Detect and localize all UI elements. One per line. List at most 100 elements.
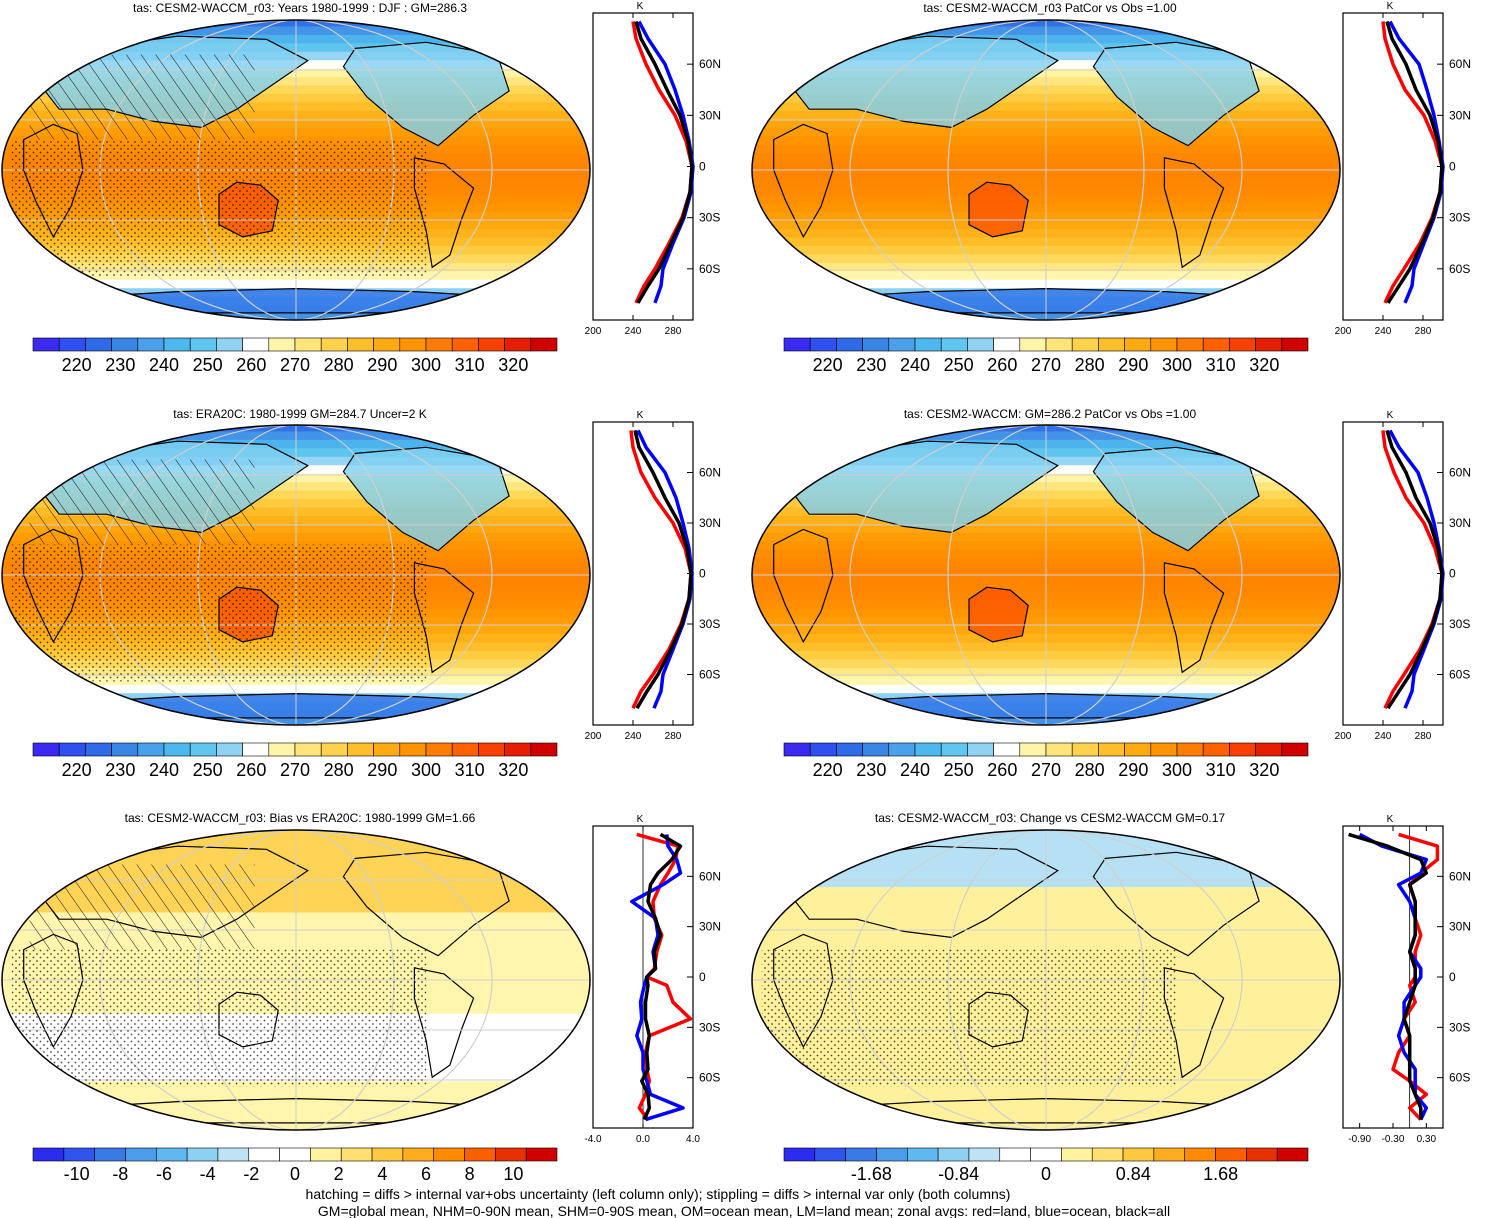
colorbar-swatch <box>906 1147 939 1162</box>
stippling <box>11 139 427 277</box>
colorbar-swatch <box>937 1147 970 1162</box>
zonal-x-tick-label: -4.0 <box>584 1134 602 1145</box>
zonal-x-tick-label: 240 <box>625 731 642 742</box>
colorbar-swatch <box>814 1147 846 1162</box>
colorbar-swatch <box>1176 742 1204 757</box>
colorbar-label: 290 <box>1118 760 1148 780</box>
colorbar-label: 1.68 <box>1203 1164 1238 1184</box>
colorbar-swatch <box>32 337 60 352</box>
zonal-lat-label: 60N <box>1449 57 1471 71</box>
continent-samerica <box>1163 562 1225 674</box>
colorbar-swatch <box>1045 337 1073 352</box>
colorbar-label: 10 <box>503 1164 523 1184</box>
colorbar-swatch <box>783 1147 816 1162</box>
colorbar-swatch <box>58 742 86 757</box>
colorbar-label: -6 <box>156 1164 172 1184</box>
colorbar-label: 250 <box>193 760 223 780</box>
zonal-frame <box>592 421 694 726</box>
continent-australia <box>968 181 1029 238</box>
colorbar-swatch <box>1281 337 1309 352</box>
zonal-x-tick-label: 0.0 <box>636 1134 650 1145</box>
continent-africa <box>773 123 834 239</box>
colorbar-label: 320 <box>498 355 528 375</box>
zonal-lat-label: 30S <box>1449 1020 1470 1034</box>
colorbar-swatch <box>504 337 532 352</box>
zonal-frame <box>1342 825 1444 1129</box>
zonal-panel-5: 60N 30N 0 30S 60S K -4.0 0.0 4.0 <box>584 814 721 1145</box>
continent-asia <box>784 35 1059 129</box>
zonal-lat-label: 0 <box>1449 970 1456 984</box>
colorbar-swatch <box>137 337 165 352</box>
zonal-series-ocean <box>630 834 685 1122</box>
colorbar-swatch <box>888 337 916 352</box>
colorbar-label: 280 <box>324 760 354 780</box>
colorbar-label: 220 <box>813 355 843 375</box>
zonal-lat-label: 30S <box>1449 617 1470 631</box>
colorbar-swatch <box>1150 337 1178 352</box>
colorbar-label: 280 <box>324 355 354 375</box>
colorbar-swatch <box>340 1147 373 1162</box>
colorbar-label: 300 <box>1162 355 1192 375</box>
colorbar-swatch <box>845 1147 877 1162</box>
colorbar-swatch <box>530 337 558 352</box>
colorbar-label: 240 <box>900 355 930 375</box>
colorbar-swatch <box>242 337 270 352</box>
colorbar-swatch <box>94 1147 126 1162</box>
colorbar-swatch <box>914 742 942 757</box>
colorbar-swatch <box>402 1147 435 1162</box>
zonal-lat-label: 30S <box>699 1020 720 1034</box>
continent-asia <box>784 440 1059 534</box>
colorbar-swatch <box>1098 742 1125 757</box>
map-outline <box>1 829 591 1131</box>
colorbar-5: -10 -8 -6 -4 -2 0 2 4 6 8 10 <box>32 1147 558 1184</box>
colorbar-swatch <box>320 742 348 757</box>
colorbar-swatch <box>783 742 811 757</box>
colorbar-label: 270 <box>1031 355 1061 375</box>
colorbar-swatch <box>495 1147 527 1162</box>
zonal-lat-label: 0 <box>699 160 706 174</box>
zonal-lat-label: 60N <box>699 466 721 480</box>
colorbar-swatch <box>425 337 453 352</box>
colorbar-swatch <box>1215 1147 1247 1162</box>
zonal-lat-label: 30N <box>699 920 721 934</box>
colorbar-label: -0.84 <box>938 1164 979 1184</box>
colorbar-label: 0.84 <box>1116 1164 1151 1184</box>
colorbar-swatch <box>967 742 994 757</box>
zonal-lat-label: 60S <box>1449 1071 1470 1085</box>
zonal-series-all <box>640 832 683 1121</box>
colorbar-swatch <box>248 1147 280 1162</box>
zonal-x-tick-label: 200 <box>585 326 602 337</box>
panel-title: tas: ERA20C: 1980-1999 GM=284.7 Uncer=2 … <box>173 407 426 421</box>
colorbar-swatch <box>1202 742 1230 757</box>
colorbar-swatch <box>1255 742 1283 757</box>
colorbar-swatch <box>1071 742 1099 757</box>
continent-namerica <box>1092 851 1260 957</box>
colorbar-swatch <box>1246 1147 1278 1162</box>
zonal-x-tick-label: 280 <box>665 731 682 742</box>
colorbar-swatch <box>451 337 479 352</box>
colorbar-6: -1.68 -0.84 0 0.84 1.68 <box>783 1147 1309 1184</box>
colorbar-swatch <box>399 742 427 757</box>
colorbar-label: 260 <box>987 355 1017 375</box>
zonal-panel-4: 60N 30N 0 30S 60S K 200 240 280 <box>1335 410 1471 742</box>
zonal-series-ocean <box>636 429 694 709</box>
zonal-x-tick-label: 240 <box>1375 731 1392 742</box>
zonal-x-tick-label: 0.30 <box>1417 1134 1437 1145</box>
colorbar-label: 310 <box>1206 760 1236 780</box>
colorbar-swatch <box>1122 1147 1155 1162</box>
zonal-series-all <box>1385 429 1444 710</box>
colorbar-swatch <box>425 742 453 757</box>
colorbar-3: 220 230 240 250 260 270 280 290 300 310 320 <box>32 742 558 780</box>
zonal-lat-label: 60N <box>699 869 721 883</box>
zonal-x-tick-label: 280 <box>665 326 682 337</box>
colorbar-swatch <box>1071 337 1099 352</box>
colorbar-swatch <box>967 337 994 352</box>
colorbar-swatch <box>478 337 505 352</box>
panel-title: tas: CESM2-WACCM_r03: Change vs CESM2-WA… <box>875 811 1226 825</box>
colorbar-swatch <box>1019 742 1047 757</box>
colorbar-swatch <box>347 742 374 757</box>
zonal-lat-label: 60S <box>699 668 720 682</box>
zonal-panel-3: 60N 30N 0 30S 60S K 200 240 280 <box>585 410 721 742</box>
colorbar-label: 320 <box>1249 760 1279 780</box>
colorbar-label: 8 <box>465 1164 475 1184</box>
